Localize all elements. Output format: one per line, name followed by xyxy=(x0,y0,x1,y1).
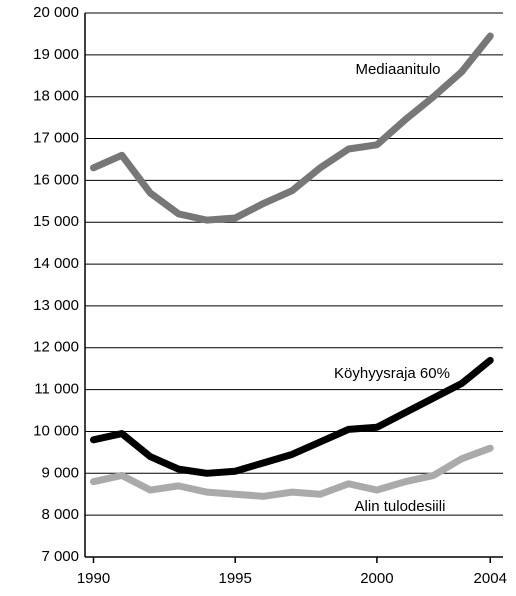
x-tick-label: 2004 xyxy=(474,570,507,587)
y-tick-label: 18 000 xyxy=(33,88,79,105)
y-tick-label: 8 000 xyxy=(41,506,79,523)
y-tick-label: 10 000 xyxy=(33,422,79,439)
series-line xyxy=(90,356,494,477)
y-tick-label: 11 000 xyxy=(34,381,79,398)
x-tick-label: 1995 xyxy=(219,570,252,587)
y-tick-label: 7 000 xyxy=(41,548,79,565)
x-tick-label: 2000 xyxy=(360,570,393,587)
y-tick-label: 9 000 xyxy=(41,464,79,481)
series-line xyxy=(90,444,494,500)
y-tick-label: 14 000 xyxy=(33,255,79,272)
series-line xyxy=(90,32,494,224)
y-tick-label: 20 000 xyxy=(33,4,79,21)
series-label: Mediaanitulo xyxy=(355,61,440,78)
y-tick-label: 15 000 xyxy=(33,213,79,230)
series-label: Köyhyysraja 60% xyxy=(334,365,450,382)
y-tick-label: 17 000 xyxy=(33,130,79,147)
y-tick-label: 13 000 xyxy=(33,297,79,314)
y-tick-label: 16 000 xyxy=(33,171,79,188)
y-tick-label: 19 000 xyxy=(33,46,79,63)
series-label: Alin tulodesiili xyxy=(355,498,446,515)
y-tick-label: 12 000 xyxy=(33,339,79,356)
x-tick-label: 1990 xyxy=(77,570,110,587)
